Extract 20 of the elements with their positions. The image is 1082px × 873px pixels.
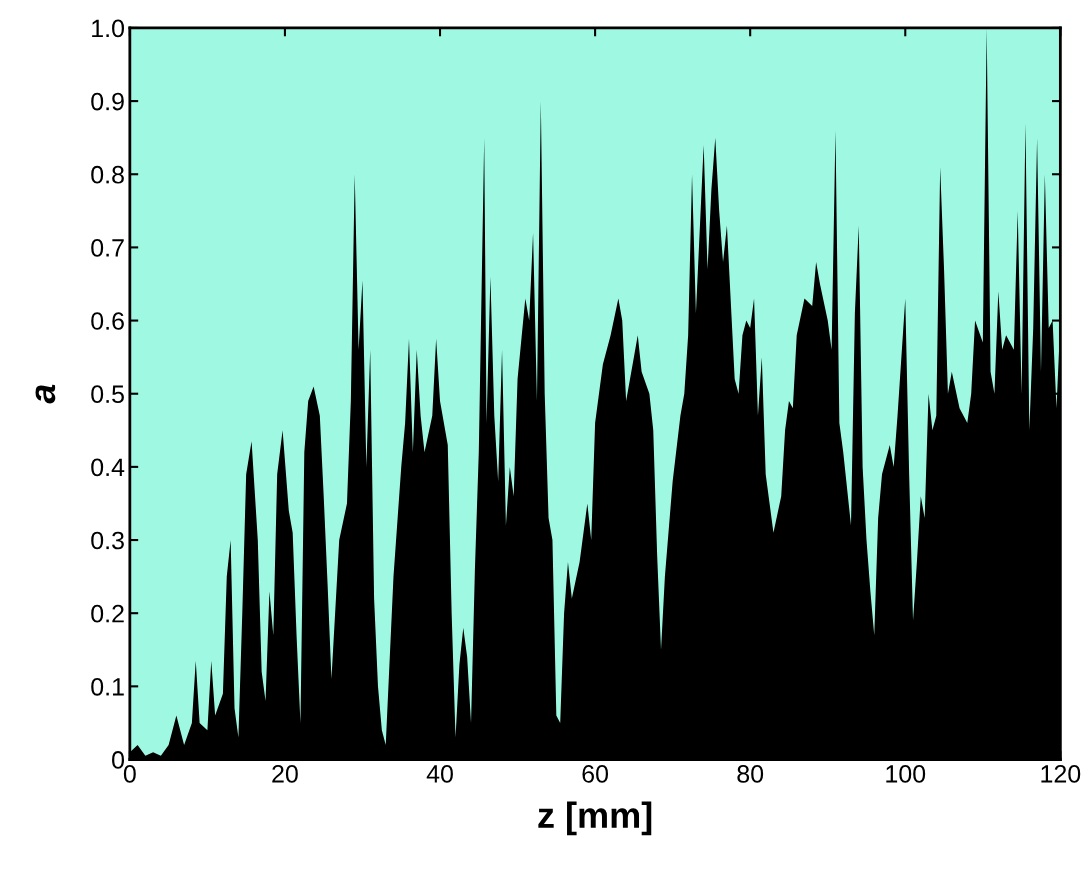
x-axis-title: z [mm]	[538, 801, 652, 836]
y-tick-label: 0.5	[91, 385, 124, 404]
x-tick-label: 80	[737, 765, 764, 783]
y-tick-label: 0.3	[91, 531, 124, 550]
x-tick-label: 60	[582, 765, 609, 783]
y-tick-label: 1.0	[92, 19, 124, 38]
y-tick-label: 0.2	[91, 604, 124, 623]
y-tick-label: 0.6	[91, 312, 124, 330]
y-tick-label: 0.7	[91, 239, 124, 257]
x-tick-label: 100	[886, 765, 926, 783]
y-tick-label: 0	[112, 751, 124, 769]
y-axis-title: a	[35, 384, 56, 404]
y-tick-label: 0.4	[91, 458, 125, 477]
x-tick-label: 40	[426, 765, 453, 783]
y-tick-label: 0.8	[91, 165, 124, 184]
x-tick-label: 0	[123, 765, 136, 783]
x-tick-label: 20	[272, 765, 298, 783]
y-tick-label: 0.1	[91, 677, 124, 696]
y-tick-label: 0.9	[91, 92, 124, 111]
x-tick-label: 120	[1041, 765, 1081, 783]
